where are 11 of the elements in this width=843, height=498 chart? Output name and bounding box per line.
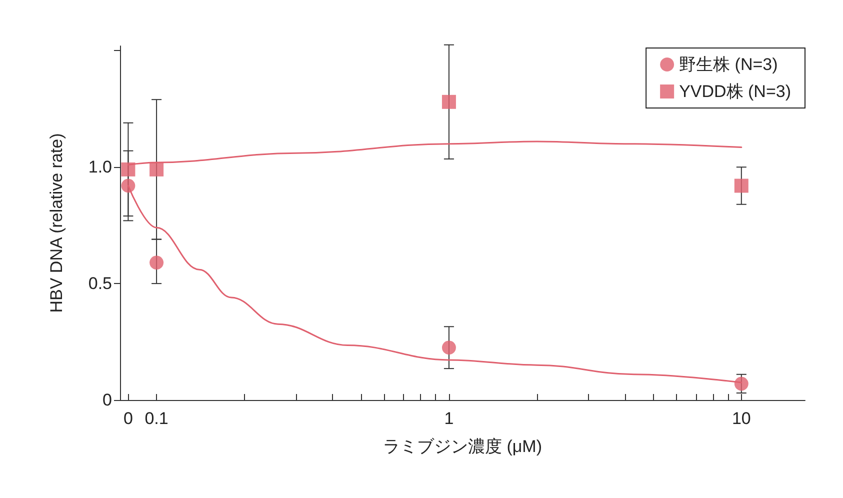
x-tick-label: 0 bbox=[123, 409, 133, 428]
y-tick-label: 0 bbox=[102, 390, 112, 410]
legend-label: 野生株 (N=3) bbox=[679, 55, 778, 74]
y-axis-title: HBV DNA (relative rate) bbox=[47, 133, 66, 313]
x-axis-title: ラミブジン濃度 (μM) bbox=[382, 437, 542, 456]
x-tick-label: 0.1 bbox=[144, 409, 168, 428]
x-tick-label: 10 bbox=[732, 409, 751, 428]
y-tick-label: 0.5 bbox=[88, 274, 112, 294]
x-tick-label: 1 bbox=[444, 409, 454, 428]
y-tick-label: 1.0 bbox=[88, 158, 112, 177]
legend-label: YVDD株 (N=3) bbox=[679, 82, 791, 101]
